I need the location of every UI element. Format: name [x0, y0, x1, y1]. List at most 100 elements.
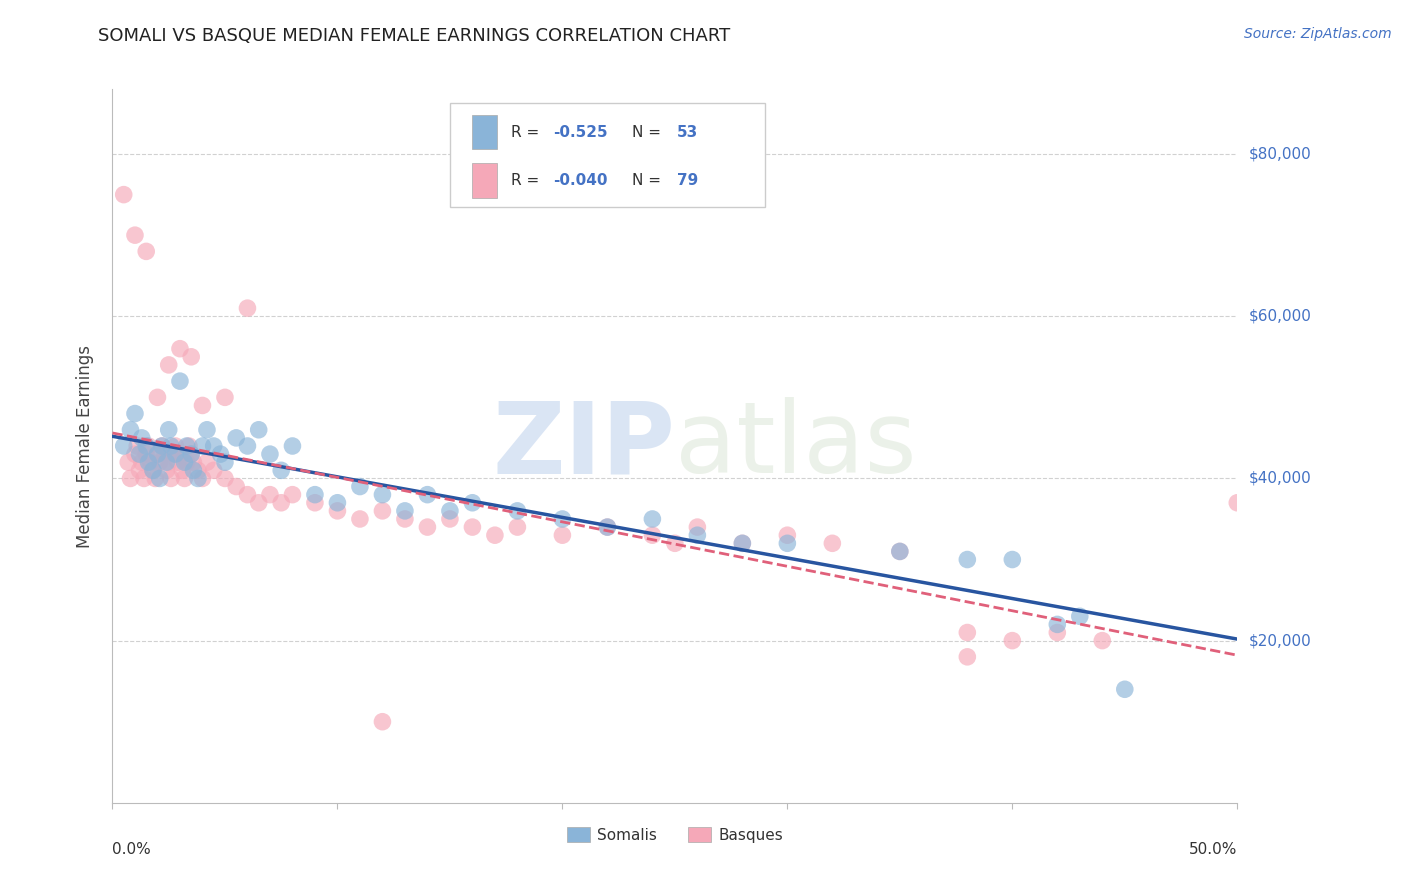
Point	[506, 504, 529, 518]
Point	[138, 455, 160, 469]
Point	[166, 455, 188, 469]
Text: $60,000: $60,000	[1249, 309, 1312, 324]
Point	[1091, 633, 1114, 648]
Point	[236, 301, 259, 315]
FancyBboxPatch shape	[472, 115, 498, 149]
Point	[686, 528, 709, 542]
Point	[191, 471, 214, 485]
Point	[117, 455, 139, 469]
Point	[191, 439, 214, 453]
Point	[214, 390, 236, 404]
Point	[247, 496, 270, 510]
Point	[176, 439, 198, 453]
Point	[183, 463, 205, 477]
Text: $40,000: $40,000	[1249, 471, 1312, 486]
Point	[173, 471, 195, 485]
Text: 0.0%: 0.0%	[112, 842, 152, 857]
Point	[138, 439, 160, 453]
Point	[956, 552, 979, 566]
Text: 50.0%: 50.0%	[1189, 842, 1237, 857]
Point	[139, 455, 162, 469]
Text: atlas: atlas	[675, 398, 917, 494]
Point	[180, 447, 202, 461]
Point	[150, 439, 173, 453]
Point	[128, 447, 150, 461]
Point	[124, 447, 146, 461]
Point	[135, 447, 157, 461]
Point	[686, 520, 709, 534]
Point	[641, 512, 664, 526]
Text: 53: 53	[678, 125, 699, 139]
Point	[236, 488, 259, 502]
Point	[195, 455, 218, 469]
Point	[304, 496, 326, 510]
Point	[731, 536, 754, 550]
Point	[165, 439, 187, 453]
Point	[149, 471, 172, 485]
Point	[596, 520, 619, 534]
Point	[461, 496, 484, 510]
Point	[169, 374, 191, 388]
Point	[225, 479, 247, 493]
Point	[484, 528, 506, 542]
Point	[155, 455, 177, 469]
Point	[135, 244, 157, 259]
Point	[157, 358, 180, 372]
Text: -0.040: -0.040	[554, 173, 607, 188]
Point	[172, 463, 194, 477]
Point	[128, 463, 150, 477]
Point	[236, 439, 259, 453]
Point	[195, 423, 218, 437]
Point	[349, 479, 371, 493]
Point	[1114, 682, 1136, 697]
Point	[124, 228, 146, 243]
Text: N =: N =	[633, 125, 666, 139]
Point	[641, 528, 664, 542]
Point	[371, 714, 394, 729]
Point	[776, 536, 799, 550]
Point	[169, 342, 191, 356]
Point	[596, 520, 619, 534]
Point	[153, 447, 176, 461]
Point	[506, 520, 529, 534]
Point	[160, 439, 183, 453]
Point	[124, 407, 146, 421]
Point	[1226, 496, 1249, 510]
Point	[416, 520, 439, 534]
Point	[150, 439, 173, 453]
Text: -0.525: -0.525	[554, 125, 607, 139]
Point	[731, 536, 754, 550]
Text: SOMALI VS BASQUE MEDIAN FEMALE EARNINGS CORRELATION CHART: SOMALI VS BASQUE MEDIAN FEMALE EARNINGS …	[98, 27, 731, 45]
Point	[664, 536, 686, 550]
Point	[776, 528, 799, 542]
Point	[326, 504, 349, 518]
Point	[183, 455, 205, 469]
Text: ZIP: ZIP	[492, 398, 675, 494]
Point	[202, 463, 225, 477]
Point	[259, 447, 281, 461]
Text: R =: R =	[510, 125, 544, 139]
Text: Source: ZipAtlas.com: Source: ZipAtlas.com	[1244, 27, 1392, 41]
Point	[304, 488, 326, 502]
Text: N =: N =	[633, 173, 666, 188]
Text: $20,000: $20,000	[1249, 633, 1312, 648]
Point	[146, 447, 169, 461]
Point	[461, 520, 484, 534]
Point	[551, 512, 574, 526]
Point	[371, 504, 394, 518]
Point	[149, 455, 172, 469]
Point	[349, 512, 371, 526]
Point	[169, 447, 191, 461]
Point	[394, 504, 416, 518]
Point	[209, 447, 232, 461]
FancyBboxPatch shape	[472, 163, 498, 198]
Text: $80,000: $80,000	[1249, 146, 1312, 161]
Point	[135, 439, 157, 453]
Point	[162, 447, 184, 461]
Point	[165, 447, 187, 461]
Point	[127, 439, 149, 453]
Point	[956, 649, 979, 664]
Point	[142, 463, 165, 477]
Point	[394, 512, 416, 526]
Point	[1046, 625, 1069, 640]
